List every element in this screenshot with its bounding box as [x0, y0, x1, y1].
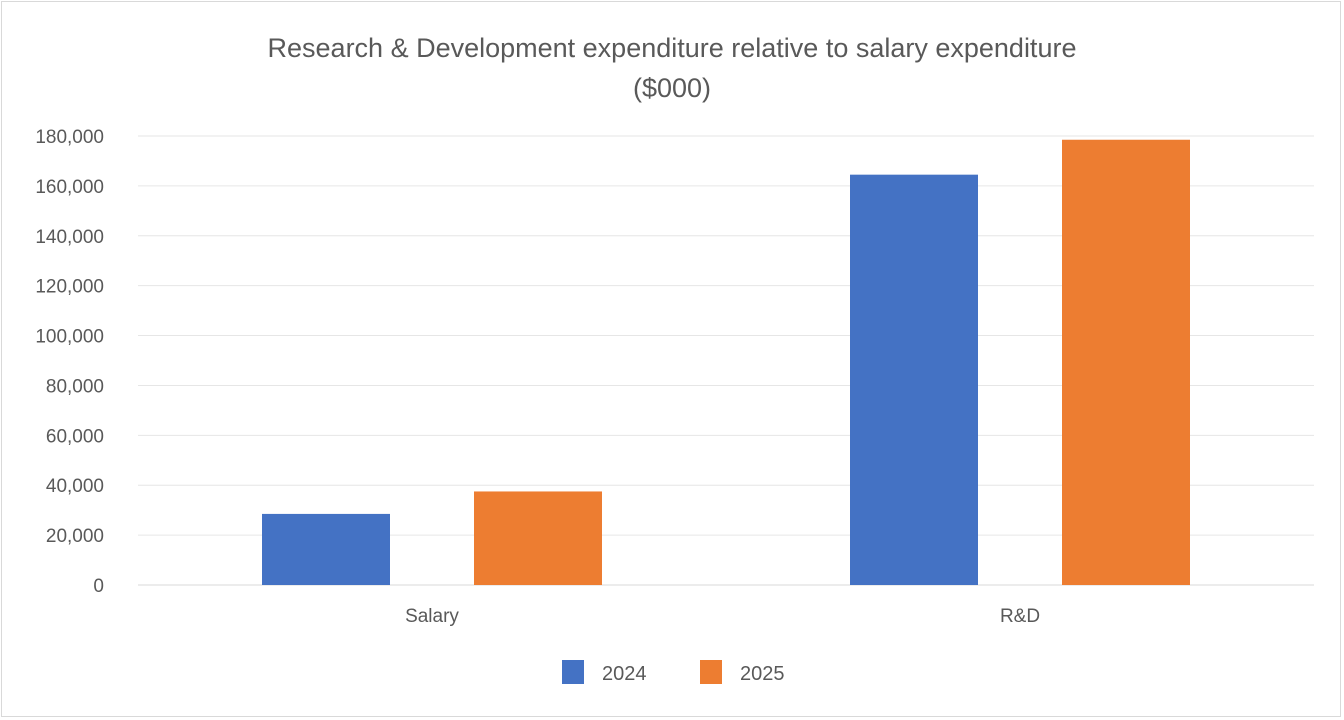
legend: 2024 2025 [562, 660, 785, 685]
y-tick-label: 0 [93, 576, 104, 597]
y-tick-label: 80,000 [46, 376, 104, 397]
y-tick-label: 100,000 [35, 327, 104, 348]
bar-rd-2025 [1062, 139, 1190, 585]
y-axis-tick-labels: 0 20,000 40,000 60,000 80,000 100,000 120,000 1… [35, 127, 104, 597]
legend-label-2025: 2025 [740, 663, 785, 685]
chart-title: Research & Development expenditure relat… [2, 28, 1342, 108]
x-category-label: Salary [405, 606, 459, 627]
bar-salary-2024 [262, 513, 390, 585]
x-axis-category-labels: Salary R&D [405, 606, 1040, 627]
bars [262, 139, 1190, 586]
legend-swatch-2025 [700, 660, 722, 684]
chart-title-line-1: Research & Development expenditure relat… [267, 33, 1077, 63]
legend-label-2024: 2024 [602, 663, 647, 685]
y-tick-label: 180,000 [35, 127, 104, 148]
bar-rd-2024 [850, 174, 978, 586]
y-tick-label: 60,000 [46, 426, 104, 447]
x-category-label: R&D [1000, 606, 1040, 627]
bar-salary-2025 [474, 491, 602, 585]
y-tick-label: 20,000 [46, 526, 104, 547]
y-tick-label: 160,000 [35, 177, 104, 198]
chart-title-line-2: ($000) [632, 73, 712, 103]
y-tick-label: 40,000 [46, 476, 104, 497]
y-tick-label: 140,000 [35, 227, 104, 248]
y-tick-label: 120,000 [35, 277, 104, 298]
legend-swatch-2024 [562, 660, 584, 684]
